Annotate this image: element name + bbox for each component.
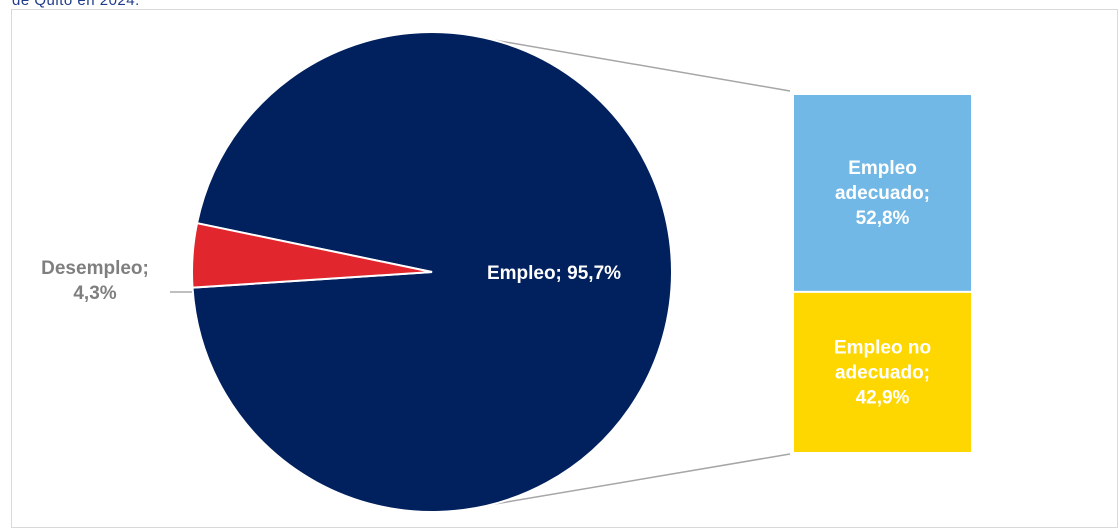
data-label-desempleo: Desempleo; 4,3% — [41, 258, 149, 304]
bar-segment-empleo-no-adecuado — [794, 292, 971, 452]
breakdown-bars — [794, 95, 971, 452]
chart-frame — [11, 9, 1118, 528]
connector-lines — [452, 32, 791, 512]
pie-slice-desempleo — [191, 221, 433, 289]
data-label-empleo-adecuado: Empleo adecuado; 52,8% — [835, 158, 930, 229]
data-label-empleo-no-adecuado: Empleo no adecuado; 42,9% — [834, 337, 931, 408]
data-labels: Empleo adecuado; 52,8% Empleo no adecuado; 42… — [41, 158, 931, 409]
pie — [191, 31, 673, 514]
connector-line-top — [452, 32, 791, 92]
pie-slice-empleo — [191, 31, 673, 514]
bar-segment-empleo-adecuado — [794, 95, 971, 291]
data-label-empleo: Empleo; 95,7% — [487, 263, 621, 284]
chart-title-fragment: de Quito en 2024. — [12, 0, 140, 9]
connector-line-bottom — [452, 453, 791, 512]
